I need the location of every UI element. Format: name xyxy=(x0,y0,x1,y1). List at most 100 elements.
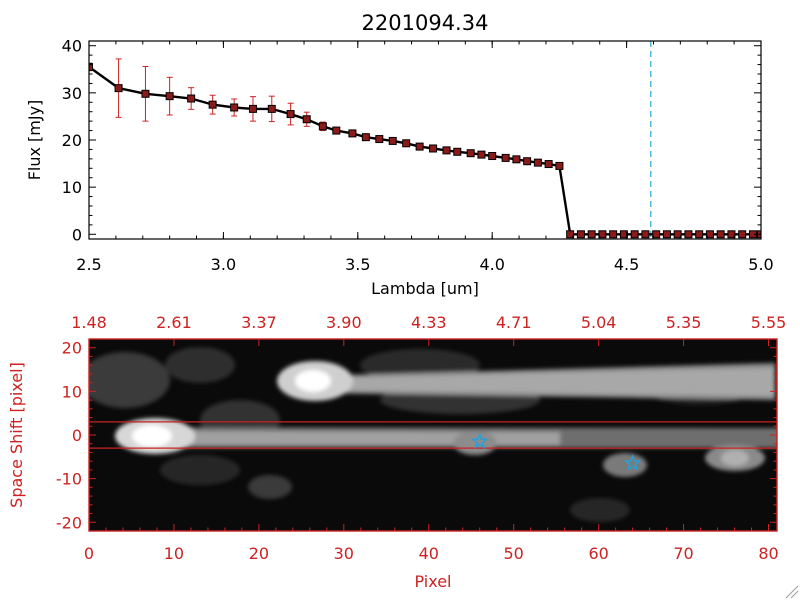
y-tick-label: -10 xyxy=(56,470,82,489)
y-tick-label: 20 xyxy=(62,131,82,150)
x-tick-label: 3.5 xyxy=(345,255,370,274)
data-point xyxy=(361,133,370,142)
error-bar-layer xyxy=(89,58,563,169)
data-point xyxy=(114,84,123,93)
flux-marker-layer xyxy=(89,62,761,239)
data-point xyxy=(477,150,486,159)
x-tick-label: 70 xyxy=(673,544,693,563)
data-point xyxy=(89,62,93,71)
data-point xyxy=(512,155,521,164)
data-point xyxy=(544,160,553,169)
source-marker-layer xyxy=(471,432,642,471)
y-tick-label: 40 xyxy=(62,37,82,56)
x-tick-label: 3.0 xyxy=(211,255,236,274)
x-tick-label: 5.0 xyxy=(748,255,773,274)
data-point xyxy=(318,122,327,131)
data-point xyxy=(388,136,397,145)
spectrum-y-axis-label: Flux [mJy] xyxy=(25,100,44,181)
data-point xyxy=(286,110,295,119)
y-tick-label: -20 xyxy=(56,513,82,532)
data-point xyxy=(375,135,384,144)
data-point xyxy=(208,100,217,109)
data-point xyxy=(609,230,618,239)
spectrum-plot-frame xyxy=(88,40,762,240)
spectrum-panel: 2201094.34 2.5 3.0 3.5 4.0 4.5 5.0 0 10 20 30 40 L… xyxy=(25,11,774,298)
y-tick-label: 0 xyxy=(72,426,82,445)
data-point xyxy=(501,153,510,162)
flux-series-line xyxy=(89,65,761,236)
spectral-image xyxy=(89,339,777,531)
data-point xyxy=(566,230,575,239)
x-tick-label: 0 xyxy=(84,544,94,563)
extraction-aperture-lines xyxy=(89,421,777,449)
data-point xyxy=(466,149,475,158)
data-point xyxy=(187,94,196,103)
top-tick-label: 5.35 xyxy=(666,313,702,332)
data-point xyxy=(630,230,639,239)
y-tick-label: 20 xyxy=(62,339,82,358)
top-tick-label: 3.37 xyxy=(241,313,277,332)
data-point xyxy=(641,230,650,239)
top-tick-label: 5.04 xyxy=(581,313,617,332)
spectrum-tick-layer: 2.5 3.0 3.5 4.0 4.5 5.0 0 10 20 30 40 xyxy=(62,37,774,274)
data-point xyxy=(555,161,564,170)
data-point xyxy=(488,152,497,161)
x-tick-label: 40 xyxy=(419,544,439,563)
y-tick-label: 30 xyxy=(62,84,82,103)
data-point xyxy=(673,230,682,239)
x-tick-label: 4.5 xyxy=(614,255,639,274)
top-tick-label: 4.71 xyxy=(496,313,532,332)
image-y-axis-label: Space Shift [pixel] xyxy=(7,362,26,508)
resize-grip-icon[interactable] xyxy=(785,585,799,599)
data-point xyxy=(453,147,462,156)
x-tick-label: 80 xyxy=(758,544,778,563)
data-point xyxy=(576,230,585,239)
data-point xyxy=(533,158,542,167)
data-point xyxy=(141,89,150,98)
y-tick-label: 10 xyxy=(62,178,82,197)
x-tick-label: 2.5 xyxy=(76,255,101,274)
data-point xyxy=(684,230,693,239)
spectrum-x-axis-label: Lambda [um] xyxy=(371,279,479,298)
data-point xyxy=(587,230,596,239)
data-point xyxy=(442,146,451,155)
data-point xyxy=(727,230,736,239)
data-point xyxy=(429,144,438,153)
data-point xyxy=(598,230,607,239)
chart-title: 2201094.34 xyxy=(362,11,489,35)
data-point xyxy=(662,230,671,239)
image-panel: 0 10 20 30 40 50 60 70 80 1.48 2.61 3.37 3.90 4.33 4.7… xyxy=(7,313,786,591)
data-point xyxy=(332,126,341,135)
x-tick-label: 10 xyxy=(164,544,184,563)
top-tick-label: 5.55 xyxy=(751,313,787,332)
data-point xyxy=(302,115,311,124)
data-point xyxy=(738,230,747,239)
data-point xyxy=(705,230,714,239)
data-point xyxy=(415,142,424,151)
data-point xyxy=(652,230,661,239)
data-point xyxy=(695,230,704,239)
data-point xyxy=(267,104,276,113)
data-point xyxy=(619,230,628,239)
x-tick-label: 50 xyxy=(504,544,524,563)
top-tick-label: 2.61 xyxy=(156,313,192,332)
y-tick-label: 10 xyxy=(62,382,82,401)
star-icon xyxy=(623,454,642,471)
data-point xyxy=(230,103,239,112)
x-tick-label: 30 xyxy=(334,544,354,563)
x-tick-label: 4.0 xyxy=(479,255,504,274)
top-tick-label: 3.90 xyxy=(326,313,362,332)
image-x-axis-label: Pixel xyxy=(414,572,451,591)
image-tick-layer: 0 10 20 30 40 50 60 70 80 1.48 2.61 3.37 3.90 4.33 4.7… xyxy=(56,313,786,563)
data-point xyxy=(716,230,725,239)
top-tick-label: 1.48 xyxy=(71,313,107,332)
data-point xyxy=(523,157,532,166)
x-tick-label: 60 xyxy=(588,544,608,563)
data-point xyxy=(248,104,257,113)
data-point xyxy=(402,139,411,148)
top-tick-label: 4.33 xyxy=(411,313,447,332)
data-point xyxy=(348,129,357,138)
y-tick-label: 0 xyxy=(72,225,82,244)
star-icon xyxy=(471,432,489,450)
